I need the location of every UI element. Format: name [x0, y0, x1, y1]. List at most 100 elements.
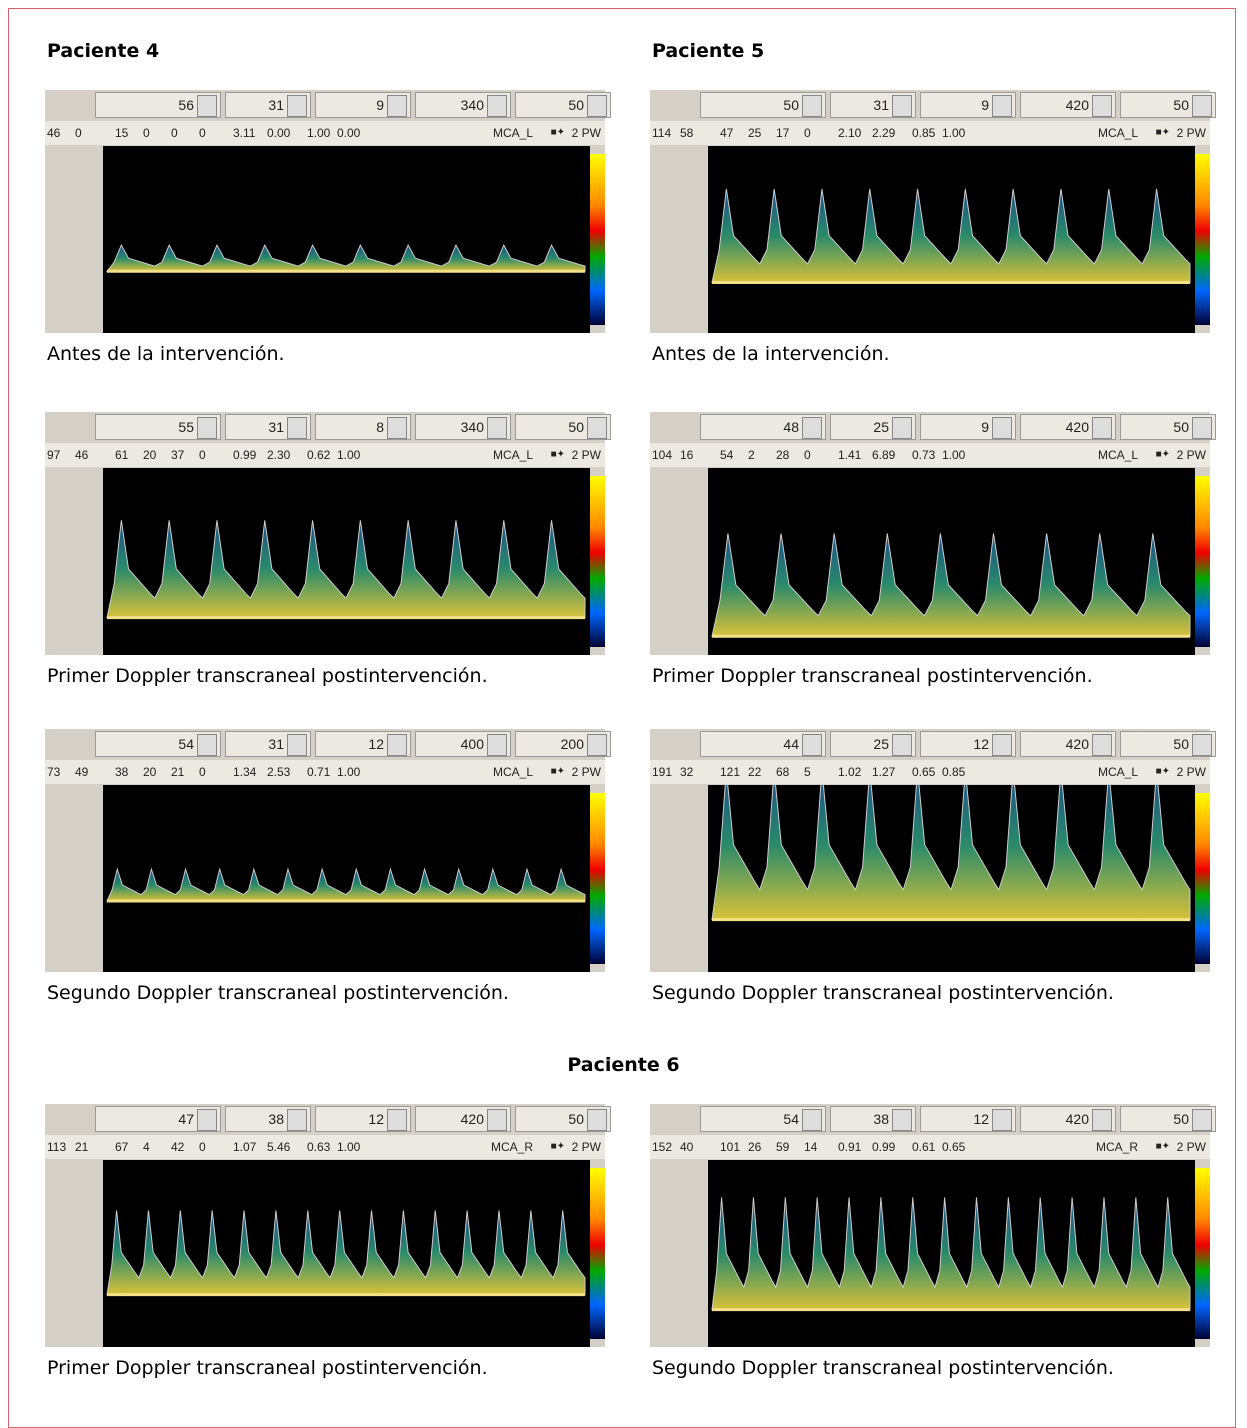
control-value: 25	[830, 414, 916, 440]
control-value: 48	[700, 414, 826, 440]
page: Paciente 4 Paciente 5 Paciente 6 5631934…	[0, 0, 1247, 1405]
probe-icon: ■✦	[1156, 443, 1170, 467]
measurement: 0.61	[912, 1135, 935, 1159]
control-value: 12	[315, 731, 411, 757]
side-strip	[45, 468, 103, 655]
control-value: 420	[1020, 414, 1116, 440]
measurements: 152401012659140.910.990.610.65MCA_R■✦2 P…	[650, 1135, 1210, 1159]
measurement: 73	[47, 760, 60, 784]
measurement: 0.85	[912, 121, 935, 145]
spinner	[992, 734, 1012, 756]
measurement: 14	[804, 1135, 817, 1159]
color-bar	[590, 476, 605, 647]
spinner	[587, 95, 607, 117]
measurement: 1.41	[838, 443, 861, 467]
control-value: 50	[1120, 731, 1216, 757]
spinner	[992, 417, 1012, 439]
measurement: 0.99	[872, 1135, 895, 1159]
mode: 2 PW	[572, 121, 601, 145]
spinner	[1092, 417, 1112, 439]
measurement: 2.29	[872, 121, 895, 145]
control-value: 9	[920, 92, 1016, 118]
control-value: 50	[1120, 414, 1216, 440]
probe-icon: ■✦	[551, 443, 565, 467]
control-value: 8	[315, 414, 411, 440]
measurement: 0.65	[912, 760, 935, 784]
measurement: 0.71	[307, 760, 330, 784]
spinner	[287, 734, 307, 756]
spectrum	[45, 468, 605, 655]
caption: Segundo Doppler transcraneal postinterve…	[652, 982, 1114, 1004]
mode: 2 PW	[1177, 1135, 1206, 1159]
caption: Segundo Doppler transcraneal postinterve…	[652, 1357, 1114, 1379]
color-bar	[1195, 154, 1210, 325]
measurement: 42	[171, 1135, 184, 1159]
measurement: 0.00	[267, 121, 290, 145]
color-bar	[1195, 476, 1210, 647]
probe-icon: ■✦	[1156, 121, 1170, 145]
spinner	[197, 417, 217, 439]
measurement: 1.00	[307, 121, 330, 145]
spinner	[802, 734, 822, 756]
spinner	[287, 95, 307, 117]
control-value: 31	[225, 731, 311, 757]
probe-icon: ■✦	[1156, 760, 1170, 784]
side-strip	[650, 146, 708, 333]
measurement: 1.00	[942, 121, 965, 145]
vessel: MCA_L	[493, 121, 533, 145]
spectrum-bg	[708, 1160, 1195, 1347]
spinner	[802, 1109, 822, 1131]
doppler-panel: 54381242050152401012659140.910.990.610.6…	[650, 1104, 1210, 1347]
measurement: 1.00	[337, 443, 360, 467]
control-value: 50	[515, 1106, 611, 1132]
control-value: 50	[1120, 92, 1216, 118]
control-value: 47	[95, 1106, 221, 1132]
spinner	[197, 734, 217, 756]
spinner	[892, 95, 912, 117]
color-bar	[590, 793, 605, 964]
measurement: 2	[748, 443, 755, 467]
spinner	[892, 734, 912, 756]
control-value: 31	[225, 414, 311, 440]
measurement: 0	[804, 121, 811, 145]
spinner	[1192, 417, 1212, 439]
control-value: 56	[95, 92, 221, 118]
measurements: 734938202101.342.530.711.00MCA_L■✦2 PW	[45, 760, 605, 784]
control-value: 12	[920, 731, 1016, 757]
control-value: 38	[830, 1106, 916, 1132]
measurement: 49	[75, 760, 88, 784]
measurement: 0.91	[838, 1135, 861, 1159]
spinner	[802, 417, 822, 439]
control-value: 420	[1020, 92, 1116, 118]
measurement: 17	[776, 121, 789, 145]
measurement: 15	[115, 121, 128, 145]
measurement: 121	[720, 760, 740, 784]
measurement: 54	[720, 443, 733, 467]
measurement: 1.34	[233, 760, 256, 784]
heading: Paciente 6	[0, 1054, 1247, 1076]
control-value: 50	[515, 414, 611, 440]
measurement: 2.53	[267, 760, 290, 784]
spinner	[197, 95, 217, 117]
spinner	[1192, 1109, 1212, 1131]
measurement: 61	[115, 443, 128, 467]
measurement: 0	[199, 121, 206, 145]
spinner	[892, 1109, 912, 1131]
measurement: 0.00	[337, 121, 360, 145]
spinner	[992, 95, 1012, 117]
measurement: 0.99	[233, 443, 256, 467]
measurement: 1.00	[337, 760, 360, 784]
control-value: 44	[700, 731, 826, 757]
vessel: MCA_L	[1098, 121, 1138, 145]
side-strip	[650, 468, 708, 655]
measurement: 38	[115, 760, 128, 784]
control-value: 340	[415, 92, 511, 118]
doppler-panel: 5631934050460150003.110.001.000.00MCA_L■…	[45, 90, 605, 333]
spinner	[587, 417, 607, 439]
control-value: 38	[225, 1106, 311, 1132]
color-bar	[1195, 793, 1210, 964]
